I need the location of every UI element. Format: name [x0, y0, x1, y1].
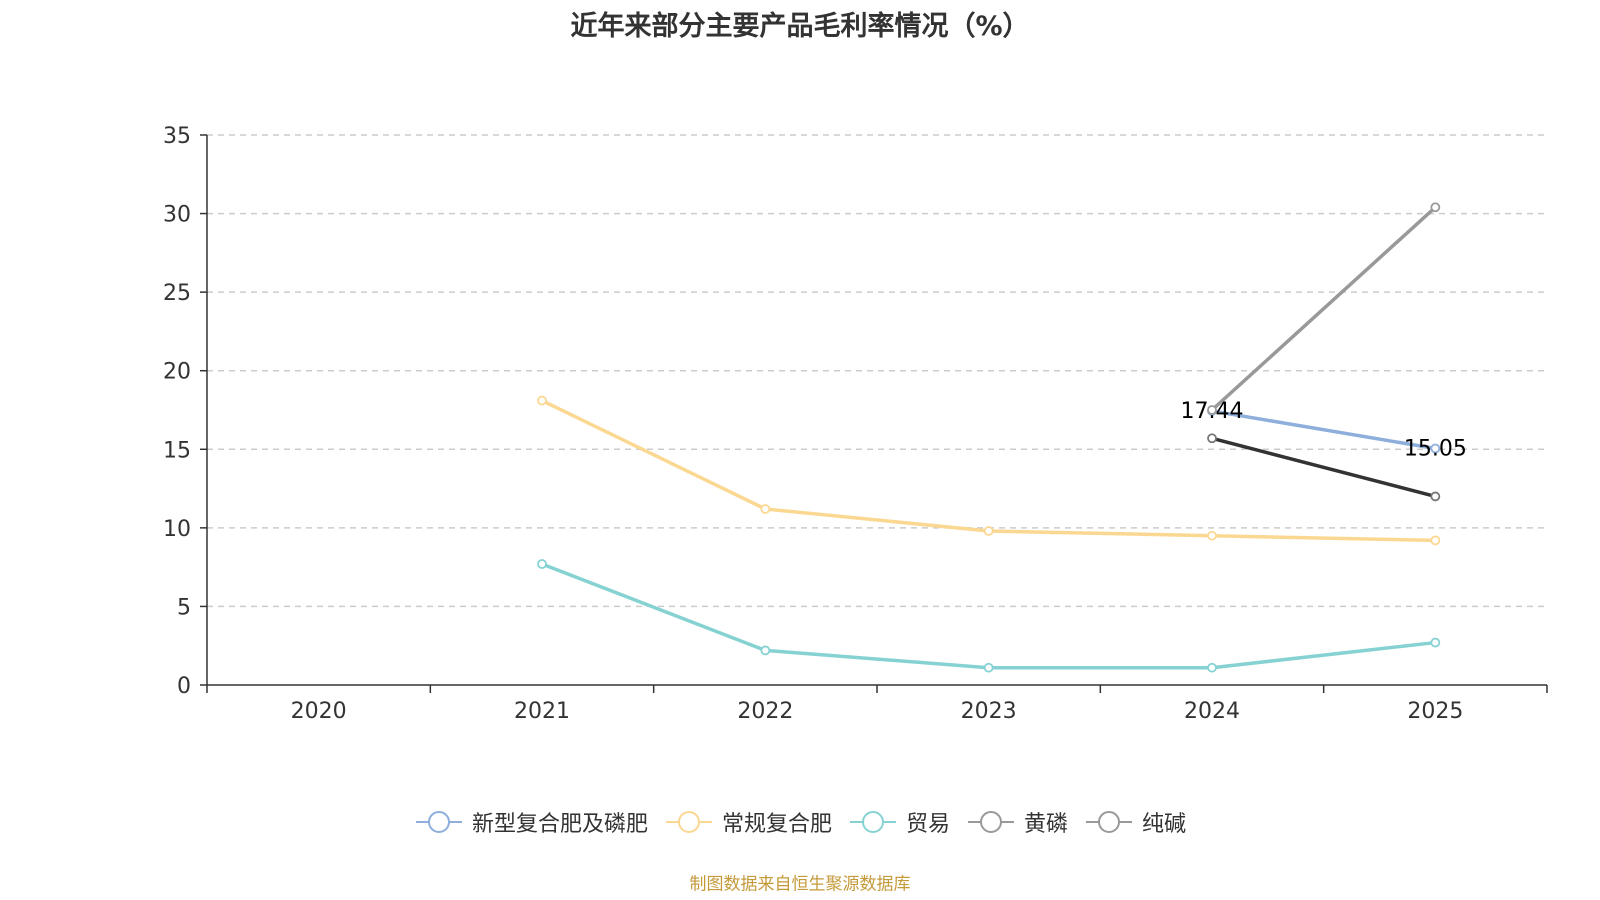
series-line [1210, 205, 1438, 412]
y-tick-label: 35 [163, 124, 191, 149]
data-point [983, 526, 994, 536]
data-point [537, 395, 547, 406]
data-point [1207, 405, 1217, 415]
legend-marker-icon [415, 811, 462, 833]
data-point [1430, 637, 1441, 648]
legend-item[interactable]: 新型复合肥及磷肥 [414, 806, 648, 838]
data-point [1430, 491, 1441, 502]
series-line [540, 562, 1438, 670]
y-tick-label: 25 [163, 281, 191, 306]
data-point [1430, 443, 1441, 454]
legend-item[interactable]: 纯碱 [1084, 806, 1186, 838]
data-label-layer: 17.44 15.05 [1181, 399, 1467, 462]
y-tick-label: 10 [163, 517, 191, 542]
x-tick-label: 2024 [1184, 699, 1240, 724]
y-tick-label: 15 [163, 438, 191, 463]
legend-label: 新型复合肥及磷肥 [471, 812, 648, 837]
y-tick-label: 30 [163, 203, 191, 228]
y-tick-label: 5 [177, 595, 191, 620]
source-note: 制图数据来自恒生聚源数据库 [689, 874, 911, 895]
y-tick-label: 20 [163, 360, 191, 385]
data-point [1430, 535, 1441, 546]
legend-label: 纯碱 [1142, 812, 1187, 837]
legend-marker-icon [968, 811, 1014, 833]
data-point [760, 504, 771, 514]
legend-marker-icon [849, 811, 896, 833]
data-label: 15.05 [1404, 437, 1467, 462]
data-point [537, 559, 547, 569]
series-line [1210, 409, 1438, 451]
data-point [983, 662, 994, 673]
x-tick-label: 2023 [961, 699, 1017, 724]
legend-marker-icon [665, 811, 712, 833]
x-tick-label: 2021 [514, 699, 570, 724]
data-point [1207, 433, 1217, 444]
data-point [1207, 530, 1217, 541]
x-tick-label: 2020 [291, 699, 347, 724]
series-layer [537, 202, 1441, 673]
legend-marker-icon [1086, 811, 1133, 833]
y-tick-label: 0 [177, 674, 191, 699]
x-tick-label: 2022 [737, 699, 793, 724]
data-point [1207, 662, 1217, 673]
legend-item[interactable]: 常规复合肥 [664, 806, 832, 838]
series-line [540, 398, 1438, 543]
grid-layer [207, 134, 1547, 608]
legend-label: 贸易 [905, 812, 950, 837]
chart-title: 近年来部分主要产品毛利率情况（%） [570, 11, 1030, 42]
data-point [760, 645, 771, 656]
legend-label: 黄磷 [1024, 812, 1069, 837]
legend-item[interactable]: 贸易 [848, 806, 950, 838]
x-tick-label: 2025 [1407, 699, 1463, 724]
legend-label: 常规复合肥 [721, 812, 832, 837]
legend: 新型复合肥及磷肥 常规复合肥 贸易 黄磷 纯碱 [0, 806, 1600, 838]
data-point [1430, 202, 1441, 213]
data-label: 17.44 [1181, 399, 1244, 424]
legend-item[interactable]: 黄磷 [966, 806, 1068, 838]
series-line [1210, 436, 1438, 499]
